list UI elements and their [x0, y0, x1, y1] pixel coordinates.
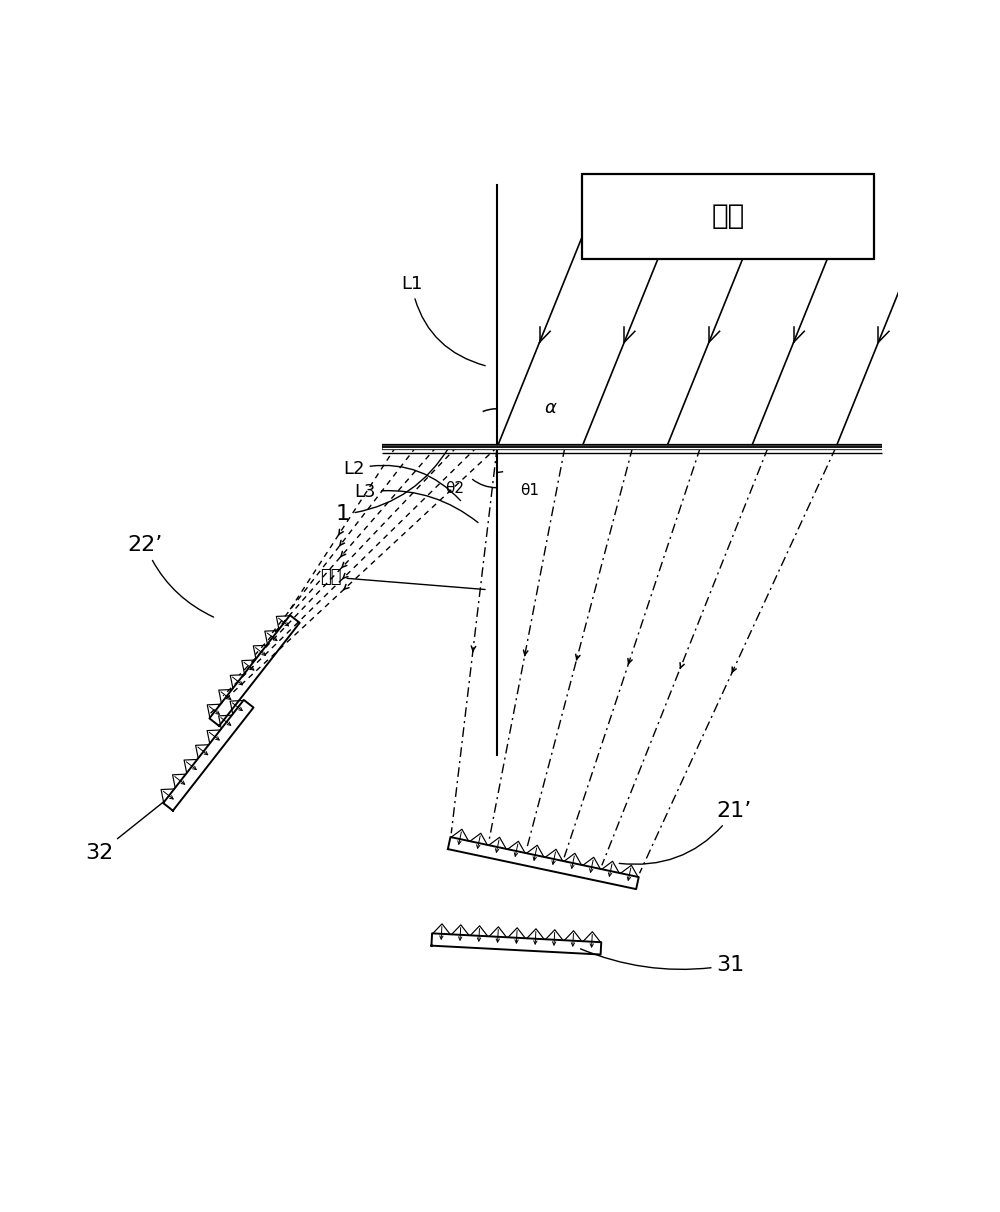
Text: L3: L3	[355, 484, 478, 522]
Text: θ1: θ1	[520, 484, 539, 498]
Text: α: α	[545, 399, 557, 417]
Text: 1: 1	[335, 446, 449, 525]
Text: 22’: 22’	[128, 536, 214, 617]
Text: 光源: 光源	[711, 202, 745, 230]
Text: 法线: 法线	[320, 568, 485, 589]
Text: L2: L2	[343, 461, 461, 501]
Text: 31: 31	[581, 949, 745, 974]
FancyBboxPatch shape	[582, 175, 874, 258]
Text: L1: L1	[401, 275, 485, 366]
Text: 21’: 21’	[619, 801, 752, 864]
Text: 32: 32	[85, 801, 164, 863]
Text: θ2: θ2	[445, 481, 464, 497]
